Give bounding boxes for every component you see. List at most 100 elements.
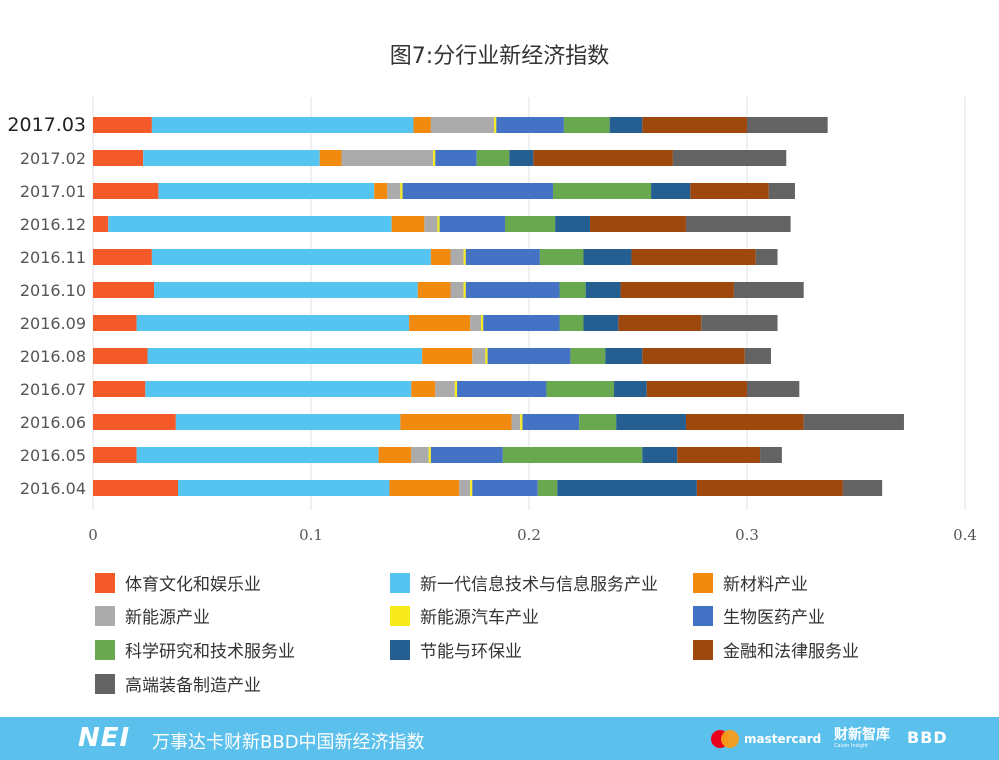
bar-segment	[93, 315, 137, 331]
bar-segment	[614, 381, 647, 397]
legend-item: 新能源汽车产业	[390, 603, 539, 628]
bar-segment	[609, 117, 643, 133]
bar-segment	[539, 249, 584, 265]
legend-item: 生物医药产业	[693, 603, 825, 628]
legend-item: 体育文化和娱乐业	[95, 570, 261, 595]
bar-segment	[590, 216, 686, 232]
bar-segment	[559, 315, 584, 331]
bar-segment	[696, 480, 843, 496]
stacked-bar-chart: 0 0.1 0.2 0.3 0.4 2017.03 2017.02 2017.01 2016.1…	[7, 97, 977, 544]
bar-segment	[470, 315, 482, 331]
bar-segment	[672, 150, 787, 166]
chart-title: 图7:分行业新经济指数	[389, 44, 610, 69]
footer-index-name: 万事达卡财新BBD中国新经济指数	[152, 732, 425, 753]
bar-segment	[93, 183, 159, 199]
legend-label: 新能源产业	[125, 608, 210, 628]
bar-segment	[685, 216, 791, 232]
y-tick-label: 2016.11	[20, 248, 86, 267]
bar-segment	[522, 414, 580, 430]
legend-label: 节能与环保业	[420, 642, 522, 662]
legend-swatch	[693, 639, 713, 660]
bar-segment	[620, 282, 734, 298]
legend-swatch	[95, 639, 115, 660]
legend-item: 科学研究和技术服务业	[95, 637, 295, 662]
nei-logo: NEI	[78, 723, 131, 753]
bar-segment	[646, 381, 747, 397]
bar-segment	[483, 315, 560, 331]
bar-segment	[413, 117, 431, 133]
bar-segment	[520, 414, 523, 430]
bar-segment	[424, 216, 438, 232]
x-tick-label: 0.2	[517, 526, 541, 544]
y-tick-label: 2016.12	[20, 215, 86, 234]
bar-segment	[747, 117, 828, 133]
legend-item: 新材料产业	[693, 570, 808, 595]
bbd-logo: BBD	[907, 728, 948, 747]
bar-segment	[472, 348, 486, 364]
bar-segment	[533, 150, 673, 166]
bar-segment	[559, 282, 586, 298]
bar-segment	[93, 480, 179, 496]
bar-segment	[136, 315, 410, 331]
bar-segment	[459, 480, 471, 496]
bar-segment	[733, 282, 804, 298]
bar-segment	[701, 315, 778, 331]
bar-segment	[552, 183, 652, 199]
bar-segment	[341, 150, 434, 166]
caixin-logo-subtext: Caixin Insight	[834, 743, 868, 749]
bar-segment	[93, 249, 152, 265]
bar-segment	[93, 447, 137, 463]
bar-segment	[93, 216, 109, 232]
bar-segment	[618, 315, 702, 331]
legend-swatch	[95, 605, 115, 626]
bar-segment	[642, 348, 745, 364]
bar-segment	[417, 282, 451, 298]
bar-segment	[760, 447, 782, 463]
legend-swatch	[390, 639, 410, 660]
bar-segment	[93, 381, 146, 397]
bar-segment	[178, 480, 390, 496]
bar-segment	[151, 249, 431, 265]
bar-segment	[502, 447, 643, 463]
bar-segment	[389, 480, 460, 496]
y-tick-label: 2016.05	[20, 446, 86, 465]
bar-segment	[496, 117, 564, 133]
bar-segment	[430, 447, 503, 463]
bar-segment	[583, 249, 632, 265]
bar-segment	[411, 381, 436, 397]
y-tick-label: 2016.08	[20, 347, 86, 366]
caixin-logo-text: 财新智库	[834, 727, 890, 743]
bar-segment	[485, 348, 488, 364]
x-tick-label: 0.3	[735, 526, 759, 544]
bar-segment	[437, 216, 440, 232]
y-tick-label: 2017.01	[20, 182, 86, 201]
legend-swatch	[693, 605, 713, 626]
bar-segment	[422, 348, 473, 364]
bar-segment	[579, 414, 617, 430]
bar-segment	[145, 381, 412, 397]
bar-segment	[487, 348, 571, 364]
bar-segment	[690, 183, 769, 199]
bar-segment	[400, 183, 403, 199]
legend-label: 体育文化和娱乐业	[125, 575, 261, 595]
bar-segment	[494, 117, 497, 133]
legend-label: 新能源汽车产业	[420, 608, 539, 628]
bar-segment	[481, 315, 484, 331]
bar-segment	[605, 348, 643, 364]
bar-segment	[93, 117, 152, 133]
bar-segment	[463, 249, 466, 265]
bar-segment	[457, 381, 547, 397]
bar-segment	[616, 414, 686, 430]
mastercard-logo: mastercard	[711, 730, 821, 748]
bar-segment	[546, 381, 615, 397]
y-tick-label: 2016.04	[20, 479, 86, 498]
bar-segment	[439, 216, 506, 232]
bar-segment	[476, 150, 510, 166]
bar-segment	[747, 381, 800, 397]
legend-label: 生物医药产业	[723, 608, 825, 628]
bar-segment	[450, 249, 464, 265]
bar-segment	[387, 183, 401, 199]
footer-banner: NEI 万事达卡财新BBD中国新经济指数 mastercard 财新智库 Cai…	[0, 717, 999, 760]
legend-item: 新能源产业	[95, 603, 210, 628]
bar-segment	[563, 117, 610, 133]
